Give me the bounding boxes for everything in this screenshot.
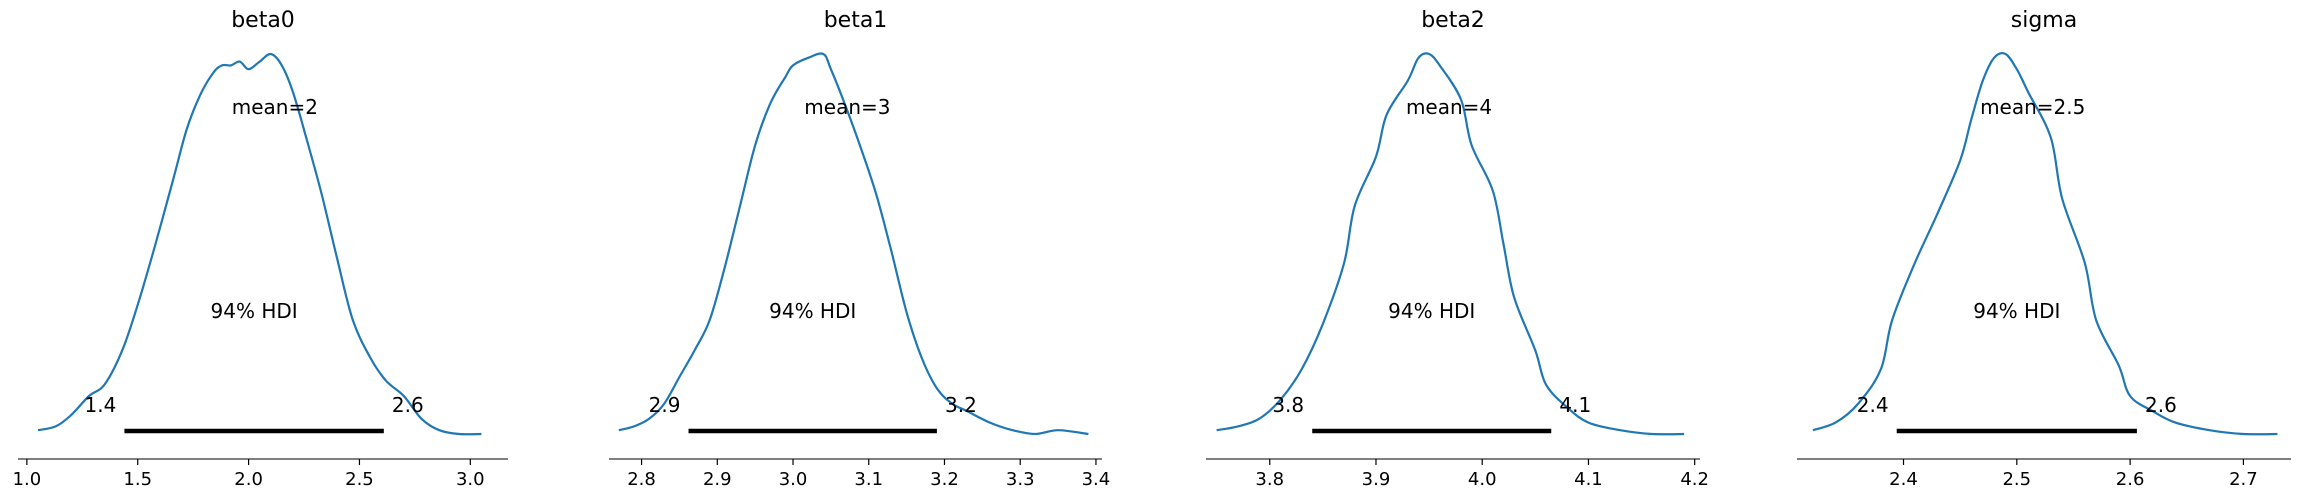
density-curve (618, 52, 1089, 436)
hdi-label: 94% HDI (769, 299, 856, 323)
density-curve (1812, 52, 2278, 436)
panel-beta2: beta2 mean=4 94% HDI 3.8 4.1 3.8 3.9 4.0 4.1 4.2 (1206, 8, 1709, 490)
x-tick-label: 3.0 (456, 469, 485, 490)
x-tick-label: 2.8 (627, 469, 656, 490)
hdi-label: 94% HDI (211, 299, 298, 323)
panel-title: sigma (2011, 8, 2077, 33)
hdi-label: 94% HDI (1973, 299, 2060, 323)
panel-title: beta1 (824, 8, 888, 33)
x-tick-label: 2.5 (345, 469, 374, 490)
x-tick-label: 4.0 (1468, 469, 1497, 490)
x-tick-label: 2.0 (234, 469, 263, 490)
hdi-low-label: 2.4 (1857, 393, 1889, 417)
density-curve (37, 52, 482, 436)
x-tick-label: 1.0 (13, 469, 42, 490)
x-tick-label: 1.5 (123, 469, 152, 490)
panel-sigma: sigma mean=2.5 94% HDI 2.4 2.6 2.4 2.5 2.6 2.7 (1797, 8, 2291, 490)
x-tick-label: 4.2 (1680, 469, 1709, 490)
panel-title: beta0 (231, 8, 295, 33)
mean-label: mean=4 (1406, 95, 1492, 119)
x-tick-label: 3.0 (779, 469, 808, 490)
x-tick-label: 2.6 (2116, 469, 2145, 490)
hdi-high-label: 2.6 (2145, 393, 2177, 417)
panel-title: beta2 (1421, 8, 1485, 33)
x-tick-label: 3.4 (1082, 469, 1111, 490)
panel-beta0: beta0 mean=2 94% HDI 1.4 2.6 1.0 1.5 2.0 2.5 3.0 (13, 8, 508, 490)
panel-beta1: beta1 mean=3 94% HDI 2.9 3.2 2.8 2.9 3.0 3.1 3.2 3… (609, 8, 1110, 490)
x-tick-label: 3.8 (1255, 469, 1284, 490)
x-tick-label: 3.9 (1362, 469, 1391, 490)
x-tick-label: 2.7 (2229, 469, 2258, 490)
mean-label: mean=2.5 (1980, 95, 2085, 119)
hdi-low-label: 2.9 (649, 393, 681, 417)
hdi-high-label: 2.6 (392, 393, 424, 417)
hdi-high-label: 4.1 (1559, 393, 1591, 417)
x-tick-label: 2.4 (1889, 469, 1918, 490)
mean-label: mean=3 (804, 95, 890, 119)
hdi-label: 94% HDI (1388, 299, 1475, 323)
x-tick-label: 2.5 (2002, 469, 2031, 490)
x-tick-label: 2.9 (703, 469, 732, 490)
x-tick-label: 4.1 (1574, 469, 1603, 490)
x-tick-label: 3.2 (930, 469, 959, 490)
x-tick-label: 3.3 (1006, 469, 1035, 490)
mean-label: mean=2 (232, 95, 318, 119)
hdi-high-label: 3.2 (945, 393, 977, 417)
density-curve (1216, 52, 1685, 436)
hdi-low-label: 3.8 (1272, 393, 1304, 417)
x-tick-label: 3.1 (854, 469, 883, 490)
hdi-low-label: 1.4 (85, 393, 117, 417)
